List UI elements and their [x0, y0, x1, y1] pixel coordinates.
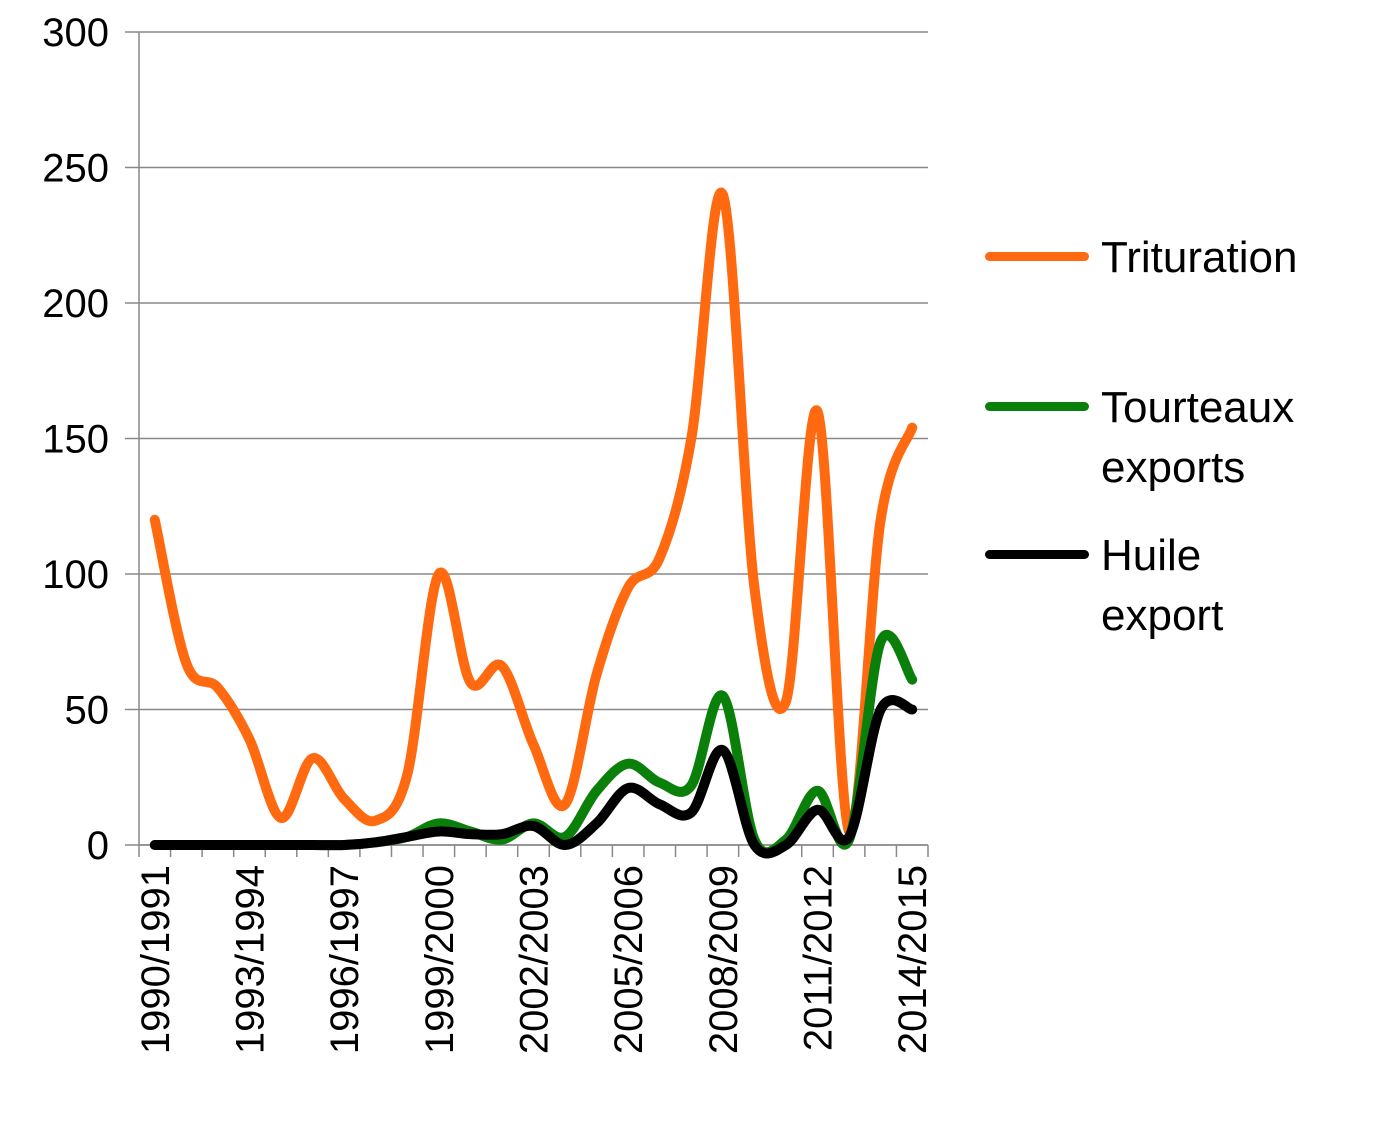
x-tick-label: 2008/2009 [702, 865, 746, 1054]
y-tick-label: 300 [42, 11, 109, 55]
series-line [149, 695, 918, 859]
y-tick-label: 200 [42, 282, 109, 326]
legend-item: Tourteaux exports [985, 378, 1294, 498]
x-tick-label: 1990/1991 [134, 865, 178, 1054]
legend-item: Huile export [985, 526, 1285, 646]
legend-swatch [985, 402, 1089, 411]
x-tick-label: 2011/2012 [797, 865, 841, 1051]
y-tick-label: 50 [65, 689, 110, 733]
legend-label: Trituration [1101, 233, 1298, 282]
legend-swatch [985, 252, 1089, 261]
y-tick-label: 150 [42, 418, 109, 462]
y-tick-label: 100 [42, 553, 109, 597]
legend-label: Tourteaux exports [1101, 383, 1295, 492]
series-line [149, 187, 918, 838]
legend-swatch [985, 550, 1089, 559]
legend-label: Huile export [1101, 531, 1224, 640]
x-tick-label: 1999/2000 [418, 865, 462, 1054]
y-tick-label: 250 [42, 147, 109, 191]
x-tick-label: 2002/2003 [513, 865, 557, 1054]
x-tick-label: 1993/1994 [228, 865, 272, 1054]
x-tick-label: 1996/1997 [323, 865, 367, 1054]
x-tick-label: 2005/2006 [607, 865, 651, 1054]
y-tick-label: 0 [87, 824, 109, 868]
x-tick-label: 2014/2015 [891, 865, 935, 1054]
legend-item: Trituration [985, 228, 1297, 288]
